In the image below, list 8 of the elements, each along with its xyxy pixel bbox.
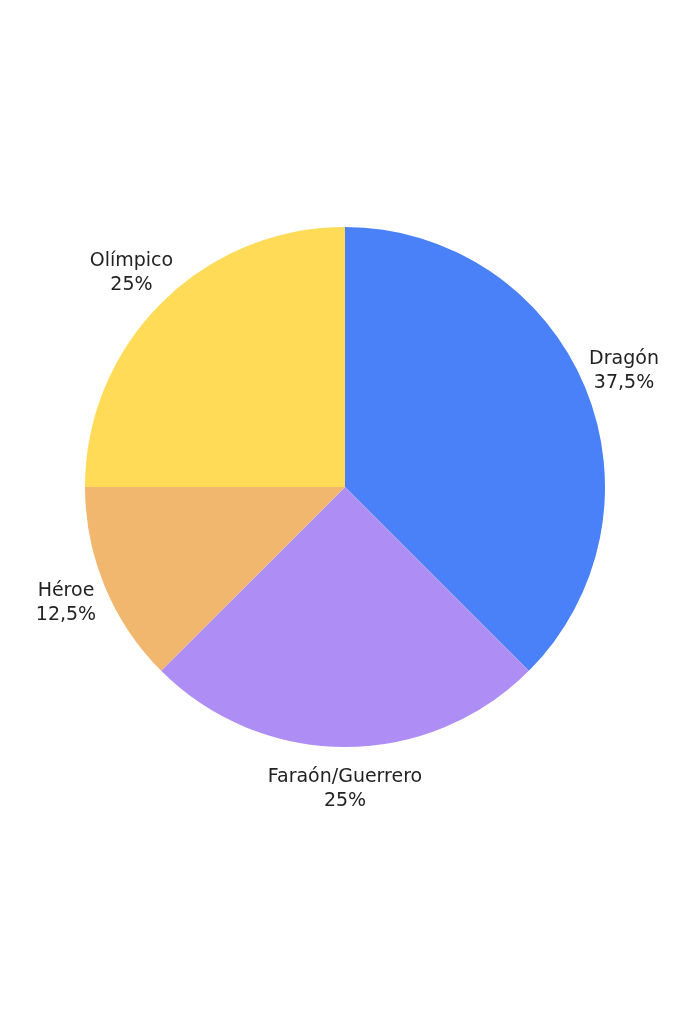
data-label: 12,5% [35, 601, 97, 624]
data-label: 25% [323, 787, 367, 810]
data-label: 25% [110, 272, 153, 295]
slice-label: Olímpico [89, 248, 174, 271]
slice-label: Héroe [37, 577, 95, 600]
data-label: 37,5% [593, 370, 655, 393]
slice-label: Dragón [589, 346, 659, 369]
slice-label: Faraón/Guerrero [267, 763, 423, 786]
